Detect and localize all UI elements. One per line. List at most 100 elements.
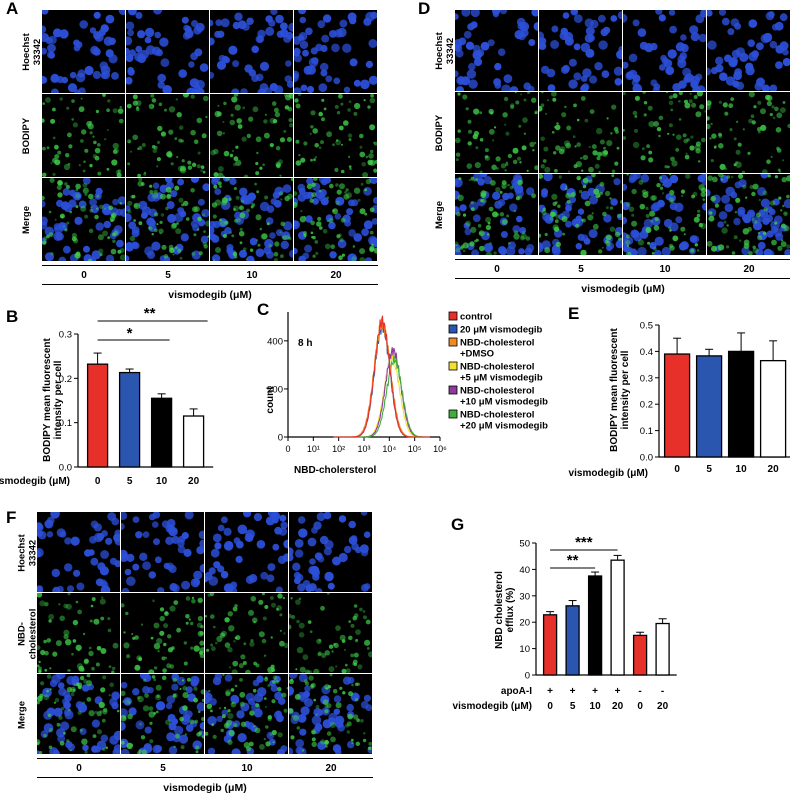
column-label: 5 (165, 270, 171, 281)
column-label: 10 (246, 270, 258, 281)
bar (587, 575, 603, 676)
histogram-series (333, 355, 430, 438)
chart-c: 0 200 400 0 10¹ 10² 10³ 10⁴ 10⁵ 10⁶ 8 h count NBD-ch… (265, 312, 548, 477)
annotation: 8 h (298, 338, 312, 349)
panel-label-a: A (6, 0, 19, 18)
micrograph-image (707, 174, 790, 255)
micrograph-image (210, 94, 293, 177)
x-tick-label: 10¹ (307, 444, 320, 454)
legend-label: NBD-cholesterol +20 μM vismodegib (460, 410, 548, 432)
apoa-mark: + (570, 686, 576, 697)
y-tick-label: 0.1 (59, 418, 72, 429)
y-axis-title: count (265, 386, 276, 414)
x-tick-label: 10² (332, 444, 345, 454)
y-tick-label: 20 (519, 618, 530, 629)
column-label: 20 (330, 270, 342, 281)
micrograph-image (289, 674, 372, 754)
panel-label-g: G (451, 515, 465, 534)
y-tick-label: 40 (519, 565, 530, 576)
x-axis-title: vismodegib (μM) (168, 289, 252, 301)
y-tick-label: 30 (519, 591, 530, 602)
column-label: 20 (325, 763, 337, 774)
legend-swatch (448, 361, 458, 371)
y-tick-label: 0.0 (59, 463, 72, 474)
micrograph-image (121, 512, 204, 592)
histogram-series (333, 315, 430, 438)
x-axis-title: vismodegib (μM) (163, 782, 247, 794)
legend-label: 20 μM vismodegib (460, 325, 543, 336)
x-tick-label: 10⁶ (433, 444, 447, 454)
micrograph-image (121, 593, 204, 673)
y-tick-label: 0 (278, 433, 283, 444)
micrograph-image (707, 92, 790, 173)
micrograph-image (126, 10, 209, 93)
micrograph-image (121, 674, 204, 754)
column-label: 10 (659, 264, 671, 275)
legend-swatch (448, 409, 458, 419)
y-tick-label: 0 (525, 671, 530, 682)
micrograph-image (210, 178, 293, 261)
legend-label: NBD-cholesterol +5 μM vismodegib (460, 362, 543, 384)
panel-label-c: C (257, 300, 270, 319)
x-tick-label: 5 (127, 476, 133, 487)
y-tick-label: 0.5 (640, 321, 653, 332)
x-tick-label: 10 (736, 464, 748, 475)
column-label: 0 (81, 270, 87, 281)
x-tick-label: 20 (657, 701, 669, 712)
column-label: 5 (578, 264, 584, 275)
bar (182, 415, 205, 468)
bar (663, 353, 691, 458)
micrograph-image (37, 512, 120, 592)
axis-line (42, 265, 378, 266)
legend-swatch (448, 324, 458, 334)
x-tick-label: 10⁴ (382, 444, 396, 454)
bar (759, 359, 787, 458)
bar (727, 350, 755, 458)
bar (610, 559, 625, 676)
x-tick-label: 0 (674, 464, 680, 475)
micrograph-image (126, 94, 209, 177)
column-label: 20 (743, 264, 755, 275)
axis-line (455, 259, 790, 260)
bar (150, 397, 173, 468)
x-tick-label: 10 (156, 476, 168, 487)
x-axis-title: vismodegib (μM) (581, 283, 665, 295)
y-axis-title: BODIPY mean fluorescentintensity per cel… (42, 337, 64, 461)
apoa-mark: + (592, 686, 598, 697)
apoa-mark: - (638, 686, 641, 697)
micrograph-image (294, 10, 377, 93)
column-label: 10 (241, 763, 253, 774)
significance-mark: * (127, 325, 133, 342)
histogram-series (333, 353, 430, 438)
x-tick-label: 20 (768, 464, 780, 475)
significance-mark: ** (144, 305, 156, 322)
micrograph-image (539, 10, 622, 91)
y-tick-label: 0.0 (640, 453, 653, 464)
x-tick-label: 20 (612, 701, 624, 712)
x-tick-label: 10³ (357, 444, 370, 454)
micrograph-image (205, 512, 288, 592)
micrograph-image (539, 92, 622, 173)
apoa-mark: + (547, 686, 553, 697)
significance-mark: ** (567, 552, 579, 569)
legend-swatch (448, 337, 458, 347)
x-axis-title: vismodegib (μM) (453, 701, 532, 712)
column-label: 5 (160, 763, 166, 774)
x-tick-label: 10 (590, 701, 602, 712)
bar (632, 634, 648, 676)
bar (86, 363, 109, 468)
y-tick-label: 400 (267, 336, 283, 347)
y-tick-label: 0.1 (640, 426, 653, 437)
micrograph-image (455, 174, 538, 255)
apoa-mark: - (661, 686, 664, 697)
axis-line (455, 278, 790, 279)
legend-label: NBD-cholesterol +10 μM vismodegib (460, 386, 548, 408)
y-tick-label: 0.2 (59, 374, 72, 385)
micrograph-image (210, 10, 293, 93)
panel-label-e: E (568, 304, 580, 323)
panel-label-f: F (6, 508, 17, 527)
y-tick-label: 0.2 (640, 400, 653, 411)
x-tick-label: 0 (637, 701, 643, 712)
micrograph-image (455, 92, 538, 173)
